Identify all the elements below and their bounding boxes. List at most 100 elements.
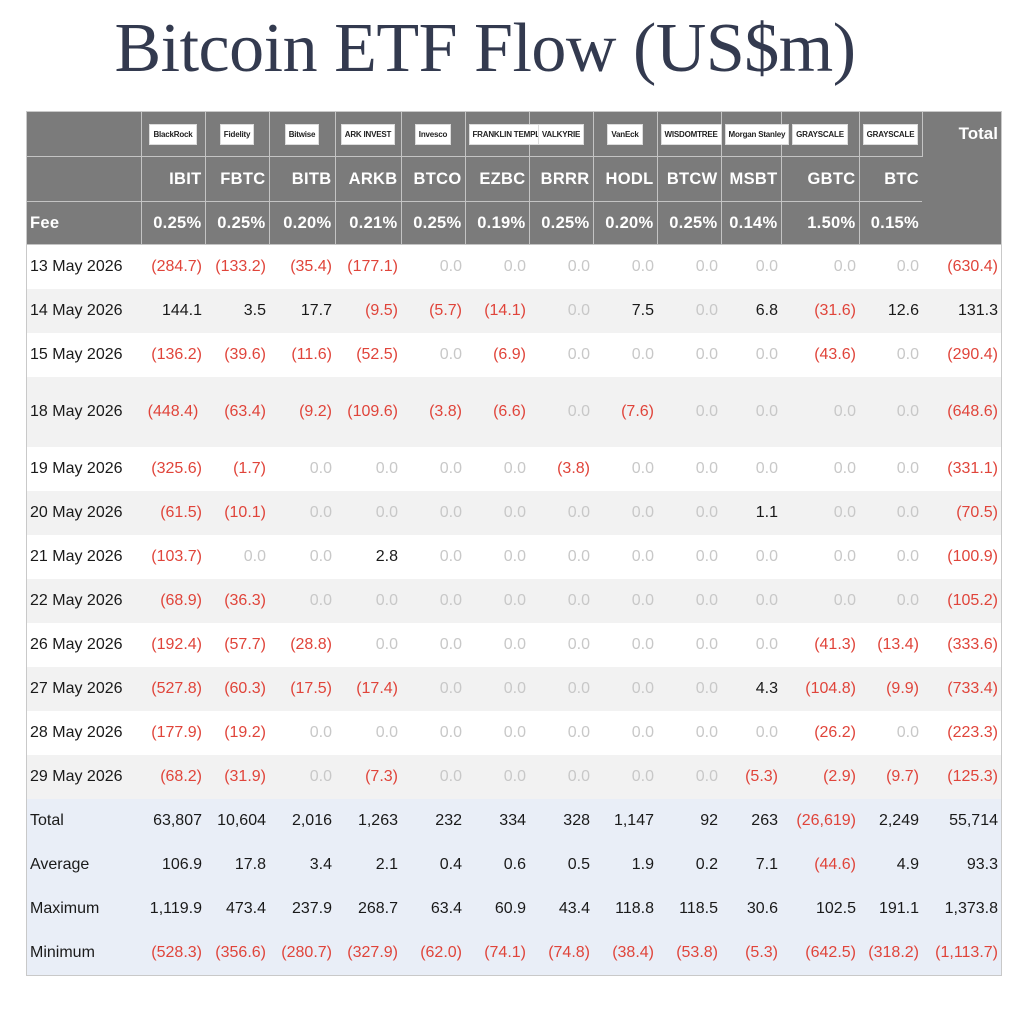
flow-cell: (3.8) [401, 377, 465, 447]
ticker-header: BITB [269, 156, 336, 202]
flow-cell: 0.0 [529, 579, 593, 623]
flow-cell: (5.7) [401, 289, 465, 333]
table-row: 26 May 2026 (192.4) (57.7) (28.8) 0.0 0.0 0.0 0… [27, 623, 1001, 667]
fee-value: 0.25% [657, 201, 722, 245]
table-row: 22 May 2026 (68.9) (36.3) 0.0 0.0 0.0 0.0 0.0 0.… [27, 579, 1001, 623]
flow-cell: 0.0 [529, 667, 593, 711]
flow-cell: 0.0 [335, 491, 401, 535]
issuer-logo-cell: GRAYSCALE [781, 112, 860, 157]
flow-cell: 0.0 [567, 636, 590, 653]
flow-cell: (68.2) [141, 755, 205, 799]
summary-cell: 0.5 [529, 843, 593, 887]
row-date: 26 May 2026 [30, 636, 123, 653]
row-total: (333.6) [947, 636, 998, 653]
summary-row: Minimum (528.3) (356.6) (280.7) (327.9) (62.0… [27, 931, 1001, 975]
flow-cell: (103.7) [151, 548, 202, 565]
issuer-logo: Invesco [414, 123, 452, 145]
summary-cell: 232 [401, 799, 465, 843]
summary-cell: (38.4) [593, 931, 657, 975]
flow-cell: 0.0 [631, 724, 654, 741]
flow-cell: 0.0 [375, 460, 398, 477]
issuer-logo: VanEck [607, 123, 643, 145]
summary-row: Maximum 1,119.9 473.4 237.9 268.7 63.4 60.9 43.… [27, 887, 1001, 931]
row-date: 21 May 2026 [30, 548, 123, 565]
flow-cell: 0.0 [529, 755, 593, 799]
flow-cell: (19.2) [224, 724, 266, 741]
row-date: 22 May 2026 [27, 579, 141, 623]
issuer-logo-cell: GRAYSCALE [859, 112, 923, 157]
flow-cell: 0.0 [695, 460, 718, 477]
summary-cell: 2,016 [269, 799, 335, 843]
flow-cell: 0.0 [567, 548, 590, 565]
flow-cell: 0.0 [781, 579, 859, 623]
ticker-header: FBTC [205, 156, 270, 202]
flow-cell: 0.0 [631, 258, 654, 275]
flow-cell: 0.0 [657, 491, 721, 535]
flow-cell: 0.0 [439, 258, 462, 275]
flow-cell: 0.0 [859, 491, 922, 535]
flow-cell: (63.4) [205, 377, 269, 447]
flow-cell: 0.0 [465, 579, 529, 623]
flow-cell: 0.0 [401, 667, 465, 711]
flow-cell: (6.6) [465, 377, 529, 447]
summary-cell: 4.9 [859, 843, 922, 887]
summary-cell: 1.9 [593, 843, 657, 887]
flow-cell: (11.6) [291, 346, 332, 363]
summary-cell: 43.4 [529, 887, 593, 931]
ticker-row: IBIT FBTC BITB ARKB BTCO EZBC BRRR HODL BTCW MSBT… [27, 156, 1001, 202]
summary-cell: 191.1 [859, 887, 922, 931]
flow-cell: (284.7) [151, 258, 202, 275]
flow-cell: 0.0 [859, 377, 922, 447]
table-row: 18 May 2026 (448.4) (63.4) (9.2) (109.6) (3.8… [27, 377, 1001, 447]
daily-flows: 13 May 2026 (284.7) (133.2) (35.4) (177.1) 0.… [27, 245, 1001, 799]
fee-label: Fee [27, 201, 142, 245]
summary-cell: (44.6) [781, 843, 859, 887]
flow-cell: 0.0 [401, 491, 465, 535]
summary-total: 1,373.8 [922, 887, 1001, 931]
flow-cell: 0.0 [781, 377, 859, 447]
flow-cell: 0.0 [657, 289, 721, 333]
table-row: 15 May 2026 (136.2) (39.6) (11.6) (52.5) 0.0 (… [27, 333, 1001, 377]
row-date: 18 May 2026 [27, 377, 141, 447]
flow-cell: 0.0 [503, 724, 526, 741]
summary-cell: 60.9 [465, 887, 529, 931]
flow-cell: (10.1) [205, 491, 269, 535]
flow-cell: (527.8) [141, 667, 205, 711]
flow-cell: (133.2) [215, 258, 266, 275]
issuer-logo: GRAYSCALE [792, 123, 848, 145]
flow-cell: 3.5 [205, 289, 269, 333]
flow-cell: (9.2) [269, 377, 335, 447]
flow-cell: 0.0 [439, 724, 462, 741]
flow-cell: 0.0 [695, 346, 718, 363]
summary-cell: 0.4 [401, 843, 465, 887]
summary-label: Minimum [27, 931, 141, 975]
flow-cell: 0.0 [567, 258, 590, 275]
flow-cell: (192.4) [151, 636, 202, 653]
total-column-header: Total [922, 112, 1001, 245]
flow-cell: (7.6) [593, 377, 657, 447]
flow-cell: 0.0 [465, 755, 529, 799]
flow-cell: 0.0 [269, 579, 335, 623]
flow-cell: (57.7) [224, 636, 266, 653]
row-total: (290.4) [947, 346, 998, 363]
summary-cell: (318.2) [859, 931, 922, 975]
ticker-header: EZBC [465, 156, 530, 202]
table-row: 29 May 2026 (68.2) (31.9) 0.0 (7.3) 0.0 0.0 0.0… [27, 755, 1001, 799]
flow-cell: (26.2) [814, 724, 856, 741]
flow-cell: 0.0 [896, 346, 919, 363]
flow-cell: 0.0 [243, 548, 266, 565]
issuer-logo-cell: ARK INVEST [335, 112, 402, 157]
issuer-logo-row: BlackRock Fidelity Bitwise ARK INVEST Invesc… [27, 112, 1001, 245]
flow-cell: 0.0 [503, 548, 526, 565]
flow-cell: (14.1) [465, 289, 529, 333]
row-date: 15 May 2026 [30, 346, 123, 363]
flow-cell: (9.7) [859, 755, 922, 799]
flow-cell: (36.3) [205, 579, 269, 623]
flow-cell: 0.0 [567, 346, 590, 363]
flow-cell: 0.0 [631, 636, 654, 653]
summary-cell: (74.1) [465, 931, 529, 975]
issuer-logo-cell: VALKYRIE [529, 112, 594, 157]
row-date: 28 May 2026 [30, 724, 123, 741]
flow-cell: (7.3) [335, 755, 401, 799]
fee-value: 0.25% [401, 201, 466, 245]
